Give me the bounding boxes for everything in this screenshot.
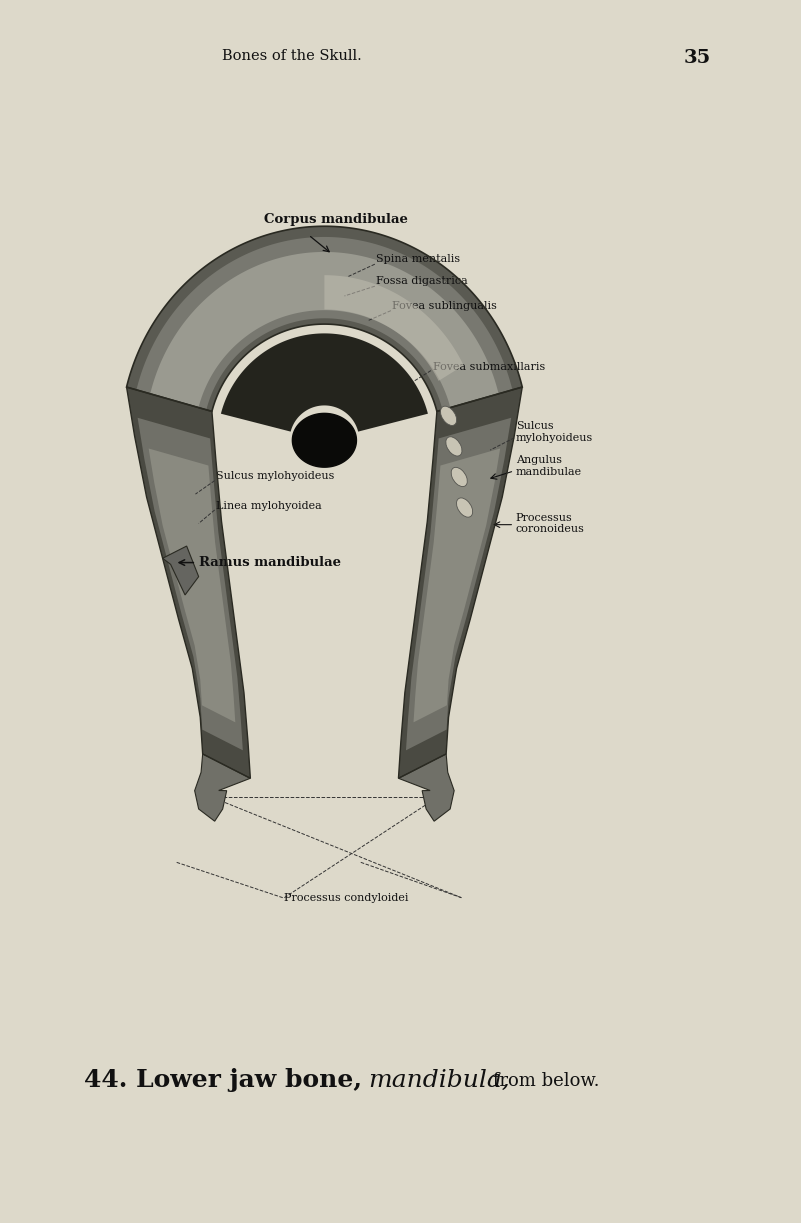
Polygon shape xyxy=(163,545,199,594)
Ellipse shape xyxy=(446,437,462,456)
Ellipse shape xyxy=(441,406,457,426)
Polygon shape xyxy=(151,252,498,408)
Text: Processus condyloidei: Processus condyloidei xyxy=(284,893,409,903)
Polygon shape xyxy=(127,386,251,778)
Text: Fovea sublingualis: Fovea sublingualis xyxy=(392,301,497,311)
Text: Sulcus
mylohyoideus: Sulcus mylohyoideus xyxy=(516,421,593,443)
Polygon shape xyxy=(398,386,522,778)
Text: Corpus mandibulae: Corpus mandibulae xyxy=(264,213,409,226)
Ellipse shape xyxy=(457,498,473,517)
Text: Processus
coronoideus: Processus coronoideus xyxy=(516,512,585,534)
Text: 44. Lower jaw bone,: 44. Lower jaw bone, xyxy=(84,1068,371,1092)
Text: Linea mylohyoidea: Linea mylohyoidea xyxy=(216,501,322,511)
Polygon shape xyxy=(221,334,428,432)
Text: Fossa digastrica: Fossa digastrica xyxy=(376,276,469,286)
Polygon shape xyxy=(413,449,500,723)
Text: Bones of the Skull.: Bones of the Skull. xyxy=(223,49,362,62)
Polygon shape xyxy=(292,413,356,467)
Text: Angulus
mandibulae: Angulus mandibulae xyxy=(516,455,582,477)
Text: Fovea submaxillaris: Fovea submaxillaris xyxy=(433,362,545,372)
Polygon shape xyxy=(149,449,235,723)
Text: 35: 35 xyxy=(683,49,710,67)
Text: Ramus mandibulae: Ramus mandibulae xyxy=(199,556,340,569)
Polygon shape xyxy=(398,753,454,821)
Polygon shape xyxy=(138,418,243,751)
Text: from below.: from below. xyxy=(487,1071,599,1090)
Polygon shape xyxy=(127,226,522,411)
Text: mandibula,: mandibula, xyxy=(368,1069,510,1092)
Polygon shape xyxy=(324,275,464,380)
Text: Spina mentalis: Spina mentalis xyxy=(376,254,461,264)
Ellipse shape xyxy=(451,467,467,487)
Polygon shape xyxy=(136,237,513,410)
Polygon shape xyxy=(195,753,251,821)
Polygon shape xyxy=(406,418,511,751)
Text: Sulcus mylohyoideus: Sulcus mylohyoideus xyxy=(216,471,335,481)
